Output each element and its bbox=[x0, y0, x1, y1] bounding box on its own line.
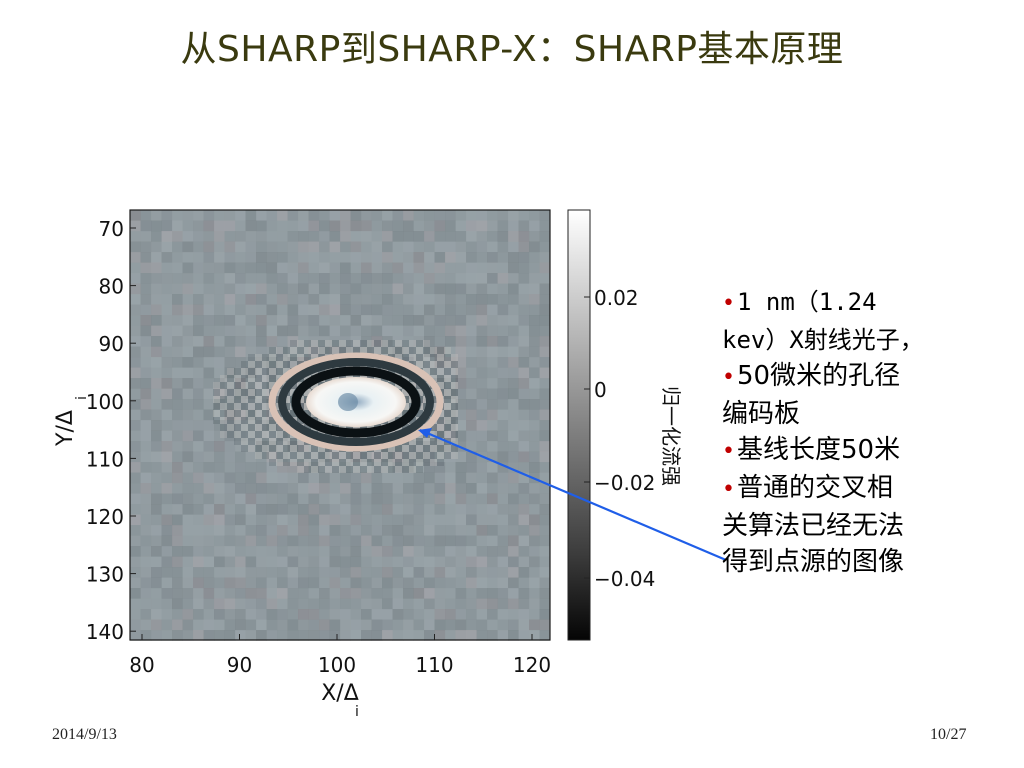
bullet-list: •1 nm（1.24 kev）X射线光子， •50微米的孔径 编码板 •基线长度… bbox=[722, 284, 992, 580]
bullet-text: 普通的交叉相 关算法已经无法 得到点源的图像 bbox=[722, 473, 905, 577]
y-tick-label: 70 bbox=[99, 217, 124, 241]
y-tick-label: 90 bbox=[99, 332, 124, 356]
slide-title: 从SHARP到SHARP-X：SHARP基本原理 bbox=[180, 29, 844, 70]
y-tick-label: 100 bbox=[86, 390, 124, 414]
pointer-arrow bbox=[418, 428, 727, 562]
page-number: 10/27 bbox=[930, 726, 967, 743]
x-axis-label: X/Δ i bbox=[321, 681, 359, 720]
y-tick-label: 110 bbox=[86, 447, 124, 471]
x-tick-label: 80 bbox=[129, 653, 154, 677]
bullet-dot: • bbox=[722, 477, 735, 502]
bullet-item: •50微米的孔径 编码板 bbox=[722, 358, 992, 432]
y-tick-label: 140 bbox=[86, 620, 124, 644]
heatmap-image bbox=[130, 210, 551, 641]
colorbar-tick-label: −0.04 bbox=[594, 567, 655, 591]
bullet-dot: • bbox=[722, 439, 735, 464]
y-tick-label: 120 bbox=[86, 505, 124, 529]
svg-text:归一化流强: 归一化流强 bbox=[659, 386, 683, 486]
x-tick-label: 110 bbox=[415, 653, 453, 677]
svg-text:X/Δ: X/Δ bbox=[321, 681, 359, 706]
colorbar-tick-label: 0.02 bbox=[594, 286, 639, 310]
colorbar: 0.02 0 −0.02 −0.04 bbox=[567, 209, 655, 641]
y-axis-label: Y/Δ i bbox=[53, 396, 90, 447]
bullet-item: •1 nm（1.24 kev）X射线光子， bbox=[722, 284, 992, 358]
x-tick-label: 100 bbox=[318, 653, 356, 677]
x-tick-label: 90 bbox=[227, 653, 252, 677]
svg-text:Y/Δ: Y/Δ bbox=[53, 410, 78, 447]
bullet-dot: • bbox=[722, 365, 735, 390]
x-axis: 80 90 100 110 120 bbox=[129, 634, 551, 677]
bullet-text: 50微米的孔径 编码板 bbox=[722, 361, 901, 429]
footer-date: 2014/9/13 bbox=[52, 726, 117, 743]
colorbar-tick-label: −0.02 bbox=[594, 471, 655, 495]
y-tick-label: 130 bbox=[86, 563, 124, 587]
x-tick-label: 120 bbox=[513, 653, 551, 677]
bullet-item: •普通的交叉相 关算法已经无法 得到点源的图像 bbox=[722, 470, 992, 580]
svg-text:i: i bbox=[74, 396, 90, 400]
colorbar-tick-label: 0 bbox=[594, 378, 607, 402]
bullet-text: 基线长度50米 bbox=[736, 435, 901, 465]
y-axis: 70 80 90 100 110 120 130 140 bbox=[86, 217, 136, 644]
bullet-item: •基线长度50米 bbox=[722, 432, 992, 470]
bullet-text: 1 nm（1.24 kev）X射线光子， bbox=[722, 288, 924, 354]
svg-text:i: i bbox=[355, 704, 359, 720]
colorbar-label: 归一化流强 bbox=[659, 386, 683, 486]
y-tick-label: 80 bbox=[99, 275, 124, 299]
bullet-dot: • bbox=[722, 291, 735, 316]
